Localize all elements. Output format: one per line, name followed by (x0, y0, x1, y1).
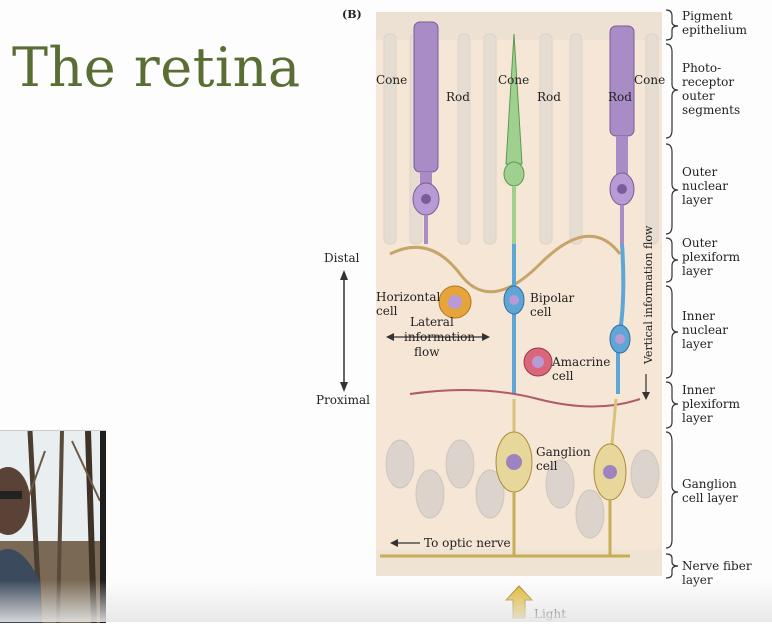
layer-outer-plexiform-line3: layer (682, 264, 713, 278)
layer-nerve-fiber-line1: Nerve fiber (682, 559, 752, 573)
label-lateral-line3: flow (414, 345, 440, 359)
layer-braces (665, 9, 679, 579)
layer-inner-nuclear-line3: layer (682, 337, 713, 351)
horizontal-cell (389, 234, 622, 319)
right-cone-cell (609, 25, 635, 244)
webcam-scene (0, 431, 106, 623)
label-ganglion-line2: cell (536, 459, 558, 473)
layer-nerve-fiber-line2: layer (682, 573, 713, 587)
label-distal: Distal (324, 251, 360, 265)
label-cone-center: Cone (498, 73, 529, 87)
retina-svg: (B) Cone Rod Cone Rod Rod Cone Horizonta… (316, 8, 752, 621)
retina-diagram: (B) Cone Rod Cone Rod Rod Cone Horizonta… (300, 4, 772, 622)
layer-ganglion-line2: cell layer (682, 491, 738, 505)
layer-ganglion-line1: Ganglion (682, 477, 737, 491)
webcam-video (0, 430, 106, 623)
background-ganglion-cells (385, 439, 660, 539)
optic-nerve-arrow (390, 539, 420, 547)
left-cone-cell (412, 21, 440, 244)
layer-photoreceptor-line1: Photo- (682, 61, 721, 75)
label-bipolar-line2: cell (530, 305, 552, 319)
layer-inner-plexiform-line2: plexiform (682, 397, 741, 411)
label-light: Light (534, 607, 566, 621)
layer-inner-plexiform-line1: Inner (682, 383, 715, 397)
label-ganglion-line1: Ganglion (536, 445, 591, 459)
label-horizontal-line2: cell (376, 304, 398, 318)
label-rod-left: Rod (446, 90, 470, 104)
distal-proximal-axis (340, 270, 348, 392)
label-bipolar-line1: Bipolar (530, 291, 575, 305)
amacrine-cell (409, 347, 641, 408)
ganglion-cells (495, 398, 627, 556)
label-horizontal-line1: Horizontal (376, 290, 441, 304)
label-vertical-flow: Vertical information flow (642, 225, 655, 365)
light-arrow (504, 585, 534, 619)
vertical-flow-arrow (642, 374, 650, 400)
nerve-fiber-band (376, 549, 662, 576)
label-rod-center: Rod (537, 90, 561, 104)
layer-outer-nuclear-line2: nuclear (682, 179, 728, 193)
label-optic-nerve: To optic nerve (424, 536, 511, 550)
layer-inner-plexiform-line3: layer (682, 411, 713, 425)
slide-title: The retina (12, 36, 301, 99)
layer-outer-nuclear-line3: layer (682, 193, 713, 207)
layer-photoreceptor-line3: outer (682, 89, 715, 103)
layer-inner-nuclear-line1: Inner (682, 309, 715, 323)
layer-outer-plexiform-line2: plexiform (682, 250, 741, 264)
label-cone-left: Cone (376, 73, 407, 87)
label-amacrine-line2: cell (552, 369, 574, 383)
label-proximal: Proximal (316, 393, 370, 407)
layer-outer-nuclear-line1: Outer (682, 165, 717, 179)
layer-photoreceptor-line2: receptor (682, 75, 734, 89)
bipolar-cells (503, 243, 631, 394)
layer-pigment-line2: epithelium (682, 23, 748, 37)
layer-pigment-line1: Pigment (682, 9, 733, 23)
layer-labels: Pigment epithelium Photo- receptor outer… (682, 9, 752, 587)
label-lateral-line2: information (404, 330, 475, 344)
layer-photoreceptor-line4: segments (682, 103, 740, 117)
layer-outer-plexiform-line1: Outer (682, 236, 717, 250)
label-amacrine-line1: Amacrine (551, 355, 610, 369)
label-cone-right: Cone (634, 73, 665, 87)
panel-label: (B) (342, 8, 362, 21)
lateral-flow-arrow (386, 333, 490, 341)
center-cone-cell (503, 33, 525, 244)
label-lateral-line1: Lateral (410, 315, 454, 329)
layer-inner-nuclear-line2: nuclear (682, 323, 728, 337)
label-rod-right: Rod (608, 90, 632, 104)
